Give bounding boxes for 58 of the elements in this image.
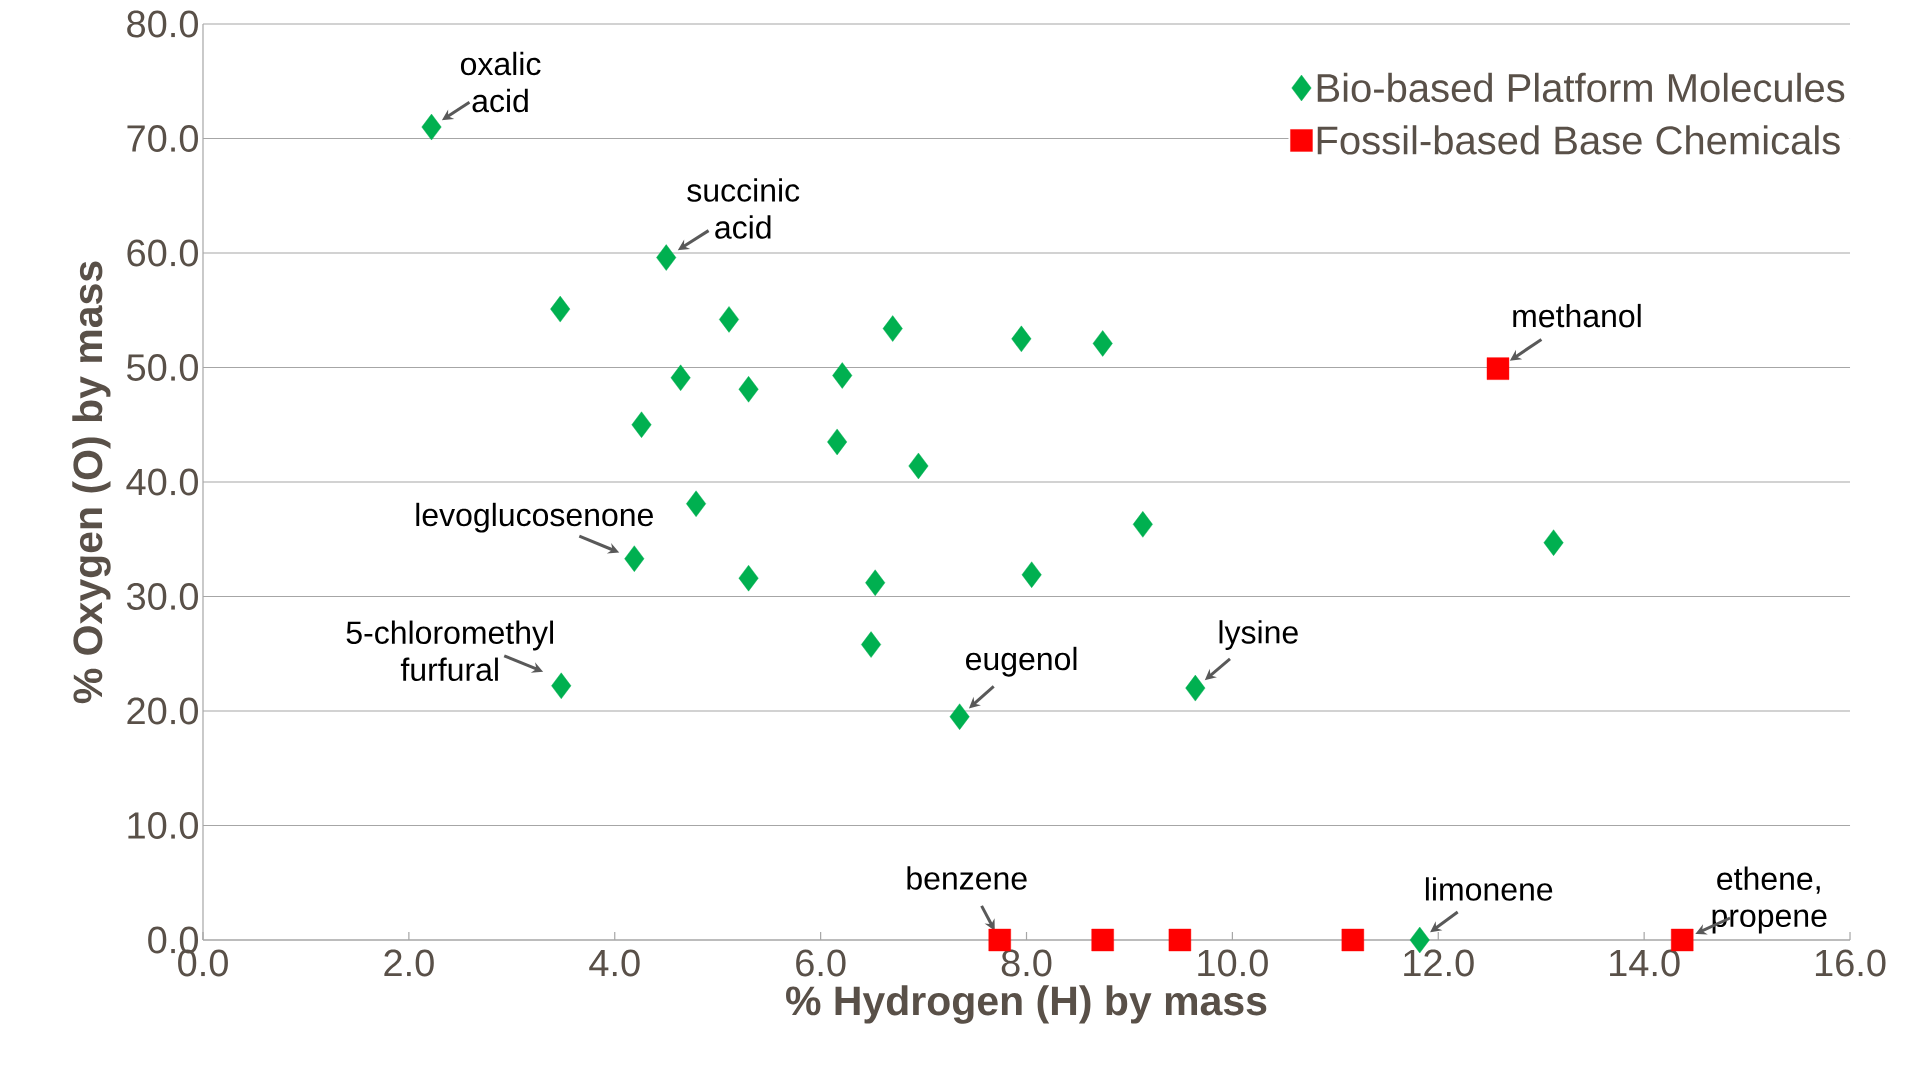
y-tick-label: 80.0 [127, 10, 198, 38]
x-tick-label: 8.0 [1001, 949, 1052, 977]
annotation: succinic acid [687, 178, 800, 239]
point [656, 244, 677, 271]
x-tick-label: 4.0 [589, 949, 640, 977]
y-tick-label: 10.0 [128, 812, 198, 839]
point [1543, 529, 1564, 556]
x-tick-label: 12.0 [1404, 949, 1474, 977]
annotation: levoglucosenone [416, 502, 653, 533]
point [624, 545, 645, 572]
point [719, 306, 739, 333]
x-tick-label: 16.0 [1815, 949, 1886, 977]
point [738, 564, 759, 592]
y-axis-title: % Oxygen (O) by mass [72, 261, 111, 704]
point [861, 631, 882, 658]
legend-label: Fossil-based Base Chemicals [1317, 125, 1840, 155]
point [827, 428, 848, 456]
point [1021, 561, 1042, 588]
point [908, 452, 929, 480]
point [949, 703, 970, 730]
annotation: ethene, propene [1712, 866, 1827, 934]
annotation: oxalic acid [460, 51, 541, 113]
annotation: 5-chloromethyl furfural [346, 620, 553, 682]
point [1341, 928, 1365, 952]
y-tick-label: 30.0 [126, 583, 198, 610]
point [551, 672, 572, 700]
point [882, 315, 903, 342]
point [865, 569, 886, 596]
point [421, 113, 442, 141]
point [550, 295, 571, 323]
x-axis-title: % Hydrogen (H) by mass [786, 985, 1267, 1024]
x-tick-label: 10.0 [1198, 949, 1268, 977]
y-tick-label: 50.0 [127, 354, 198, 381]
point [686, 490, 707, 517]
point [1168, 928, 1192, 952]
y-tick-label: 60.0 [127, 239, 198, 267]
y-tick-label: 20.0 [127, 697, 198, 725]
point [1011, 325, 1032, 353]
annotation: methanol [1513, 303, 1641, 328]
point [631, 411, 652, 438]
point [670, 364, 691, 391]
point [1091, 928, 1114, 952]
point [1486, 357, 1510, 380]
point [1185, 674, 1206, 702]
y-tick-label: 70.0 [127, 125, 198, 152]
point [1092, 330, 1113, 357]
x-tick-label: 14.0 [1610, 949, 1680, 977]
point [1132, 511, 1153, 538]
annotation: limonene [1425, 877, 1553, 901]
point [832, 362, 853, 389]
x-tick-label: 6.0 [796, 949, 846, 977]
legend-label: Bio-based Platform Molecules [1317, 72, 1845, 103]
point [738, 376, 759, 403]
annotation: eugenol [966, 646, 1077, 677]
annotation: benzene [907, 866, 1027, 890]
x-tick-label: 2.0 [384, 949, 434, 977]
annotation: lysine [1219, 620, 1298, 651]
y-tick-label: 40.0 [126, 468, 198, 496]
